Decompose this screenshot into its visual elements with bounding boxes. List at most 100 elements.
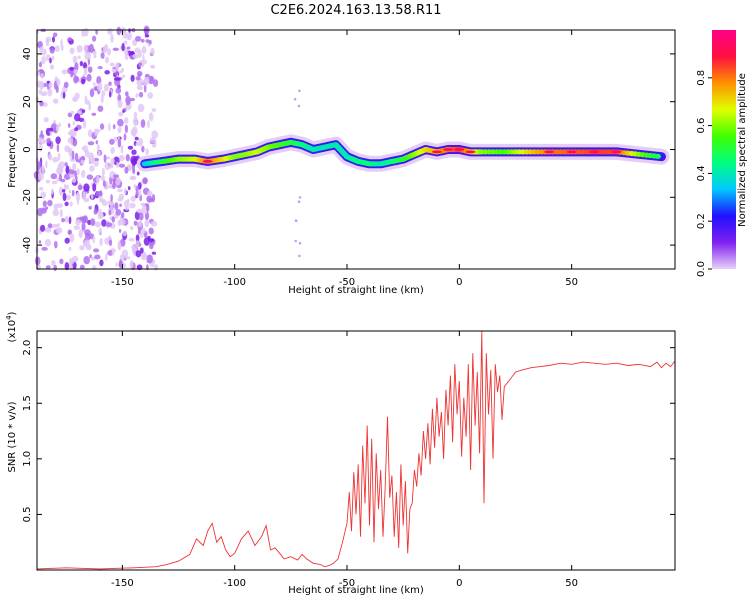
- noise-speckle: [100, 175, 105, 182]
- noise-speckle: [151, 130, 158, 140]
- ridge-peak: [443, 148, 454, 151]
- noise-speckle: [91, 256, 96, 261]
- ridge-peak: [454, 148, 465, 151]
- noise-speckle: [81, 146, 85, 150]
- noise-speckle: [135, 93, 139, 98]
- noise-speckle: [40, 73, 44, 79]
- noise-speckle: [71, 189, 75, 197]
- noise-speckle: [37, 161, 42, 166]
- noise-speckle: [294, 219, 298, 222]
- x-tick-label: -150: [111, 578, 134, 589]
- ridge-peak: [566, 150, 577, 154]
- noise-speckle: [67, 137, 74, 144]
- ridge-peak: [431, 150, 442, 154]
- noise-speckle: [138, 212, 144, 221]
- noise-speckle: [135, 240, 140, 248]
- noise-speckle: [51, 188, 54, 195]
- noise-speckle: [123, 40, 128, 45]
- noise-speckle: [74, 92, 80, 100]
- noise-speckle: [69, 233, 75, 243]
- noise-speckle: [92, 51, 97, 55]
- noise-speckle: [120, 238, 126, 247]
- noise-speckle: [131, 245, 135, 249]
- noise-speckle: [135, 76, 141, 81]
- noise-speckle: [135, 250, 142, 258]
- noise-speckle: [52, 156, 59, 163]
- noise-speckle: [146, 254, 153, 264]
- y-tick-label: 2.0: [22, 340, 33, 356]
- noise-speckle: [47, 199, 53, 207]
- y-tick-label: -20: [22, 189, 33, 205]
- noise-speckle: [73, 225, 81, 231]
- noise-speckle: [132, 53, 140, 59]
- noise-speckle: [97, 66, 103, 70]
- noise-speckle: [41, 164, 45, 174]
- noise-speckle: [110, 194, 113, 202]
- noise-speckle: [76, 197, 80, 205]
- noise-speckle: [78, 229, 83, 239]
- noise-speckle: [147, 92, 154, 99]
- noise-speckle: [61, 69, 68, 75]
- colorbar-tick-label: 0.6: [696, 118, 707, 134]
- noise-speckle: [38, 89, 43, 95]
- noise-speckle: [84, 95, 88, 104]
- noise-speckle: [71, 255, 79, 263]
- noise-speckle: [37, 40, 43, 49]
- noise-speckle: [67, 123, 71, 128]
- noise-speckle: [140, 119, 146, 128]
- noise-speckle: [94, 254, 101, 260]
- noise-speckle: [124, 188, 127, 195]
- noise-speckle: [117, 138, 122, 148]
- colorbar: 0.0 0.2 0.4 0.6 0.8 Normalized spectral ampl…: [696, 30, 748, 277]
- noise-speckle: [86, 174, 94, 180]
- noise-speckle: [116, 161, 119, 168]
- noise-speckle: [109, 91, 112, 98]
- noise-speckle: [113, 174, 120, 178]
- noise-speckle: [68, 169, 75, 175]
- noise-speckle: [127, 186, 131, 191]
- y-tick-label: 0.5: [22, 506, 33, 522]
- noise-speckle: [55, 124, 60, 132]
- y-tick-label: 20: [22, 95, 33, 108]
- noise-speckle: [117, 197, 124, 202]
- noise-speckle: [112, 181, 116, 190]
- noise-speckle: [88, 102, 92, 111]
- noise-speckle: [148, 112, 154, 122]
- noise-speckle: [116, 26, 122, 36]
- noise-speckle: [133, 220, 138, 226]
- noise-speckle: [69, 47, 75, 54]
- noise-speckle: [89, 88, 95, 98]
- noise-speckle: [40, 130, 43, 136]
- noise-speckle: [298, 196, 302, 199]
- y-tick-label: 1.5: [22, 395, 33, 411]
- x-tick-label: -50: [339, 578, 355, 589]
- noise-speckle: [77, 55, 81, 59]
- noise-speckle: [68, 229, 72, 235]
- noise-speckle: [49, 47, 55, 54]
- noise-speckle: [126, 46, 131, 50]
- noise-speckle: [38, 171, 44, 181]
- noise-speckle: [124, 124, 128, 134]
- noise-speckle: [135, 35, 142, 42]
- noise-speckle: [110, 33, 114, 43]
- ridge-peak: [544, 150, 555, 154]
- noise-speckle: [45, 37, 49, 45]
- noise-speckle: [108, 209, 112, 216]
- colorbar-tick-label: 0.8: [696, 70, 707, 86]
- noise-speckle: [92, 235, 96, 244]
- noise-speckle: [150, 75, 153, 83]
- x-tick-label: 50: [565, 277, 578, 288]
- noise-speckle: [76, 159, 81, 163]
- snr-multiplier-close: ): [7, 311, 18, 315]
- x-tick-label: 50: [565, 578, 578, 589]
- noise-speckle: [41, 55, 46, 65]
- noise-speckle: [93, 128, 99, 137]
- noise-speckle: [136, 85, 143, 91]
- noise-speckle: [116, 188, 123, 193]
- noise-speckle: [131, 158, 137, 166]
- noise-speckle: [128, 237, 135, 242]
- noise-speckle: [87, 66, 93, 73]
- noise-speckle: [72, 121, 75, 126]
- noise-speckle: [74, 152, 79, 162]
- noise-speckle: [136, 208, 143, 213]
